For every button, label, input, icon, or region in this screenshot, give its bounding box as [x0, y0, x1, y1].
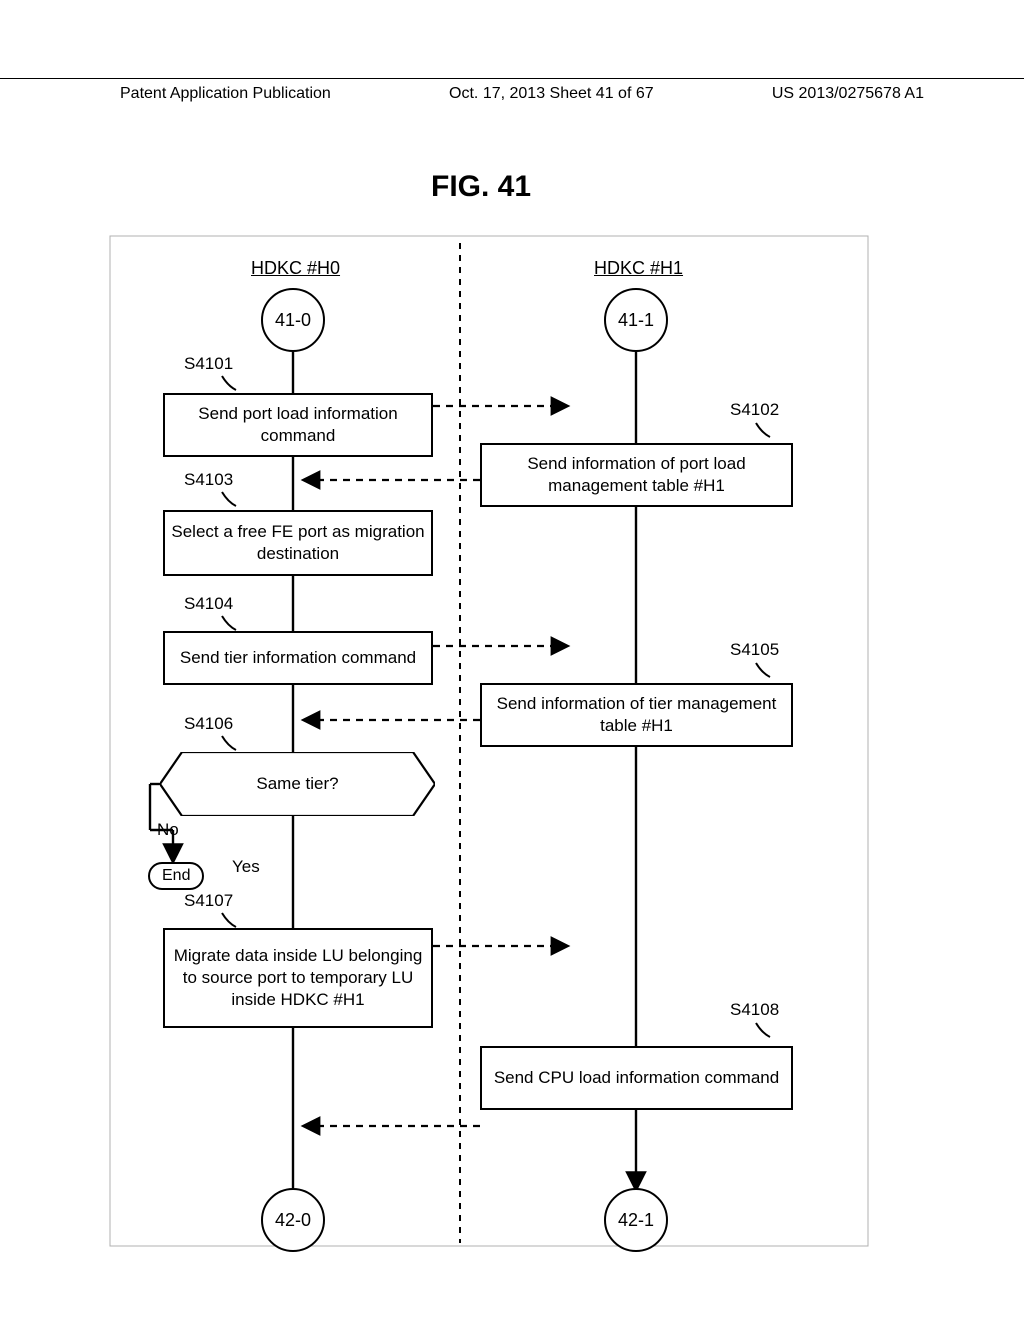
step-send-info-tier-table: Send information of tier management tabl… — [480, 683, 793, 747]
terminator-end: End — [148, 862, 204, 890]
label-s4106: S4106 — [184, 714, 233, 734]
lane-left-title: HDKC #H0 — [251, 258, 340, 279]
connector-41-1: 41-1 — [604, 288, 668, 352]
step-send-port-load: Send port load information command — [163, 393, 433, 457]
label-s4103: S4103 — [184, 470, 233, 490]
page: Patent Application Publication Oct. 17, … — [0, 0, 1024, 1320]
label-s4102: S4102 — [730, 400, 779, 420]
step-send-cpu-load-cmd: Send CPU load information command — [480, 1046, 793, 1110]
label-s4107: S4107 — [184, 891, 233, 911]
label-s4101: S4101 — [184, 354, 233, 374]
step-send-info-port-load-table: Send information of port load management… — [480, 443, 793, 507]
step-select-fe-port: Select a free FE port as migration desti… — [163, 510, 433, 576]
step-send-tier-cmd: Send tier information command — [163, 631, 433, 685]
header-left: Patent Application Publication — [120, 85, 331, 103]
header-center: Oct. 17, 2013 Sheet 41 of 67 — [449, 85, 654, 103]
header-right: US 2013/0275678 A1 — [772, 85, 924, 103]
patent-header: Patent Application Publication Oct. 17, … — [0, 78, 1024, 103]
label-s4104: S4104 — [184, 594, 233, 614]
connector-42-0: 42-0 — [261, 1188, 325, 1252]
label-s4108: S4108 — [730, 1000, 779, 1020]
figure-title: FIG. 41 — [431, 170, 531, 204]
decision-same-tier: Same tier? — [160, 752, 435, 816]
lane-right-title: HDKC #H1 — [594, 258, 683, 279]
connector-41-0: 41-0 — [261, 288, 325, 352]
step-migrate-data: Migrate data inside LU belonging to sour… — [163, 928, 433, 1028]
label-s4105: S4105 — [730, 640, 779, 660]
connector-42-1: 42-1 — [604, 1188, 668, 1252]
decision-yes: Yes — [232, 857, 260, 877]
decision-label: Same tier? — [160, 752, 435, 816]
decision-no: No — [157, 820, 179, 840]
